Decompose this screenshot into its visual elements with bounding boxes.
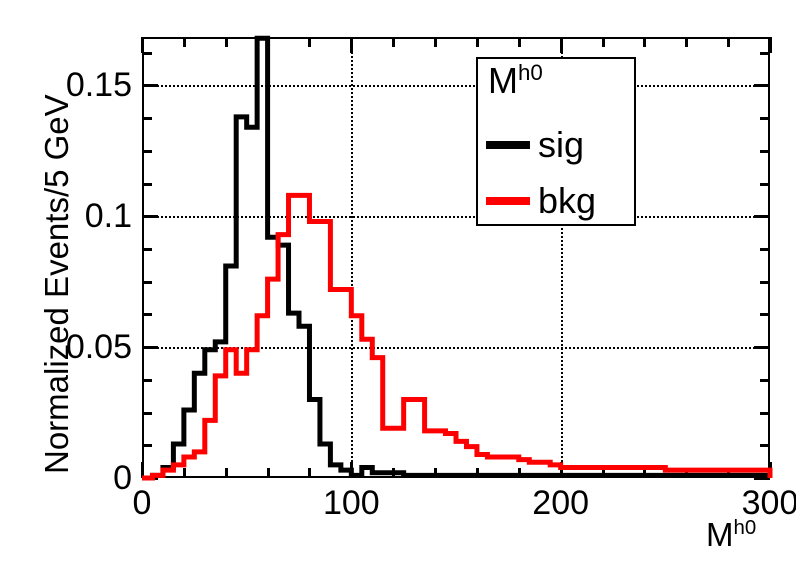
legend-entry-bkg[interactable]: bkg xyxy=(486,183,596,219)
legend-title-superscript: h0 xyxy=(518,60,543,85)
x-tick xyxy=(266,468,270,478)
x-axis-title: Mh0 xyxy=(706,516,756,554)
y-tick xyxy=(142,378,152,382)
legend: Mh0 sig bkg xyxy=(476,57,636,226)
x-tick xyxy=(182,468,186,478)
legend-swatch-sig xyxy=(486,141,530,149)
x-tick-top xyxy=(182,37,186,47)
y-tick xyxy=(142,51,152,55)
y-tick-right xyxy=(754,477,770,480)
y-tick-right xyxy=(754,84,770,88)
x-tick-top xyxy=(308,37,312,47)
y-tick-right xyxy=(760,182,770,186)
gridline-horizontal xyxy=(142,216,770,219)
gridline-horizontal xyxy=(142,85,770,88)
y-tick xyxy=(142,444,152,448)
y-tick-label: 0.15 xyxy=(65,66,132,105)
x-tick xyxy=(141,462,144,478)
legend-title: Mh0 xyxy=(488,61,543,101)
x-tick-top xyxy=(350,37,354,53)
legend-label-sig: sig xyxy=(538,124,585,165)
y-tick xyxy=(142,84,158,88)
x-tick-top xyxy=(141,37,144,53)
gridline-horizontal xyxy=(142,347,770,350)
y-tick-right xyxy=(760,411,770,415)
x-tick xyxy=(224,468,228,478)
y-tick-right xyxy=(754,346,770,350)
y-tick-label: 0.05 xyxy=(65,328,132,367)
y-tick-right xyxy=(760,313,770,317)
y-tick-right xyxy=(760,444,770,448)
y-tick-right xyxy=(760,117,770,121)
x-tick-top xyxy=(517,37,521,47)
y-tick-label: 0 xyxy=(113,459,132,497)
x-tick-top xyxy=(559,37,563,53)
y-tick xyxy=(142,149,152,153)
x-tick-label: 100 xyxy=(322,484,380,522)
y-tick xyxy=(142,247,152,251)
x-axis-title-base: M xyxy=(706,516,734,553)
gridline-vertical xyxy=(560,37,563,478)
y-tick xyxy=(142,117,152,121)
y-tick xyxy=(142,182,152,186)
x-tick xyxy=(308,468,312,478)
y-tick-right xyxy=(760,280,770,284)
x-tick-top xyxy=(685,37,689,47)
x-tick-top xyxy=(224,37,228,47)
x-tick-top xyxy=(434,37,438,47)
x-tick-top xyxy=(475,37,479,47)
legend-entry-sig[interactable]: sig xyxy=(486,127,584,163)
y-tick-label: 0.1 xyxy=(84,197,132,236)
y-tick xyxy=(142,411,152,415)
x-tick-top xyxy=(601,37,605,47)
x-tick-label: 200 xyxy=(532,484,590,522)
y-tick-right xyxy=(760,378,770,382)
y-tick xyxy=(142,280,152,284)
gridline-vertical xyxy=(351,37,354,478)
x-tick-top xyxy=(392,37,396,47)
y-tick xyxy=(142,215,158,219)
legend-title-base: M xyxy=(488,60,518,101)
y-tick xyxy=(142,313,152,317)
legend-label-bkg: bkg xyxy=(538,180,597,221)
y-tick-right xyxy=(754,215,770,219)
y-tick-right xyxy=(760,51,770,55)
x-tick-top xyxy=(769,37,772,53)
histogram-series-bkg xyxy=(142,192,773,481)
x-tick-top xyxy=(643,37,647,47)
legend-swatch-bkg xyxy=(486,197,530,205)
x-tick-label: 0 xyxy=(132,484,152,522)
y-tick xyxy=(142,346,158,350)
x-tick-top xyxy=(727,37,731,47)
histogram-series-sig xyxy=(142,35,773,481)
y-tick-right xyxy=(760,149,770,153)
x-axis-title-superscript: h0 xyxy=(733,516,757,539)
y-tick-right xyxy=(760,247,770,251)
x-tick-label: 300 xyxy=(741,484,796,522)
